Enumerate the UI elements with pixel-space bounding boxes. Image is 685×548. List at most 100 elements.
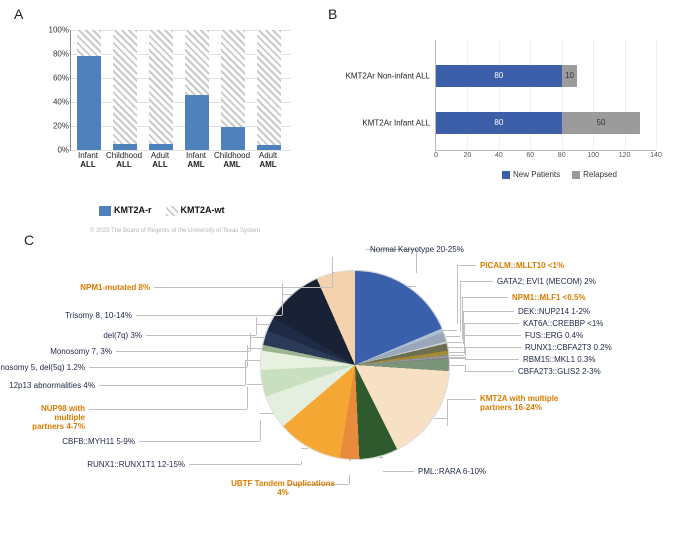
panel-c-leader (463, 311, 514, 312)
panel-a-bar-group (185, 30, 209, 150)
panel-b-seg-relapsed: 50 (562, 112, 641, 134)
panel-c-slice-label: KAT6A::CREBBP <1% (523, 319, 603, 328)
panel-c-leader (116, 351, 250, 352)
panel-c-leader (446, 336, 460, 337)
panel-c-slice-label: Monosomy 5, del(5q) 1.2% (0, 363, 85, 372)
panel-a-ytick: 40% (41, 98, 69, 107)
panel-c-leader (465, 359, 519, 360)
panel-c-leader (89, 367, 247, 368)
panel-c-leader (447, 399, 448, 426)
panel-c-leader (449, 352, 464, 353)
panel-a-footer: © 2023 The Board of Regents of the Unive… (90, 228, 260, 234)
panel-a-gridline (71, 150, 291, 151)
panel-b-xtick: 140 (650, 152, 662, 159)
legend-label: Relapsed (583, 170, 617, 179)
panel-b-xtick: 60 (526, 152, 534, 159)
panel-c-slice-label: UBTF Tandem Duplications4% (213, 480, 353, 498)
panel-a-bar-r (113, 144, 137, 150)
panel-c-slice-label: Trisomy 8, 10-14% (65, 311, 132, 320)
panel-c-slice-label: RUNX1::RUNX1T1 12-15% (87, 460, 185, 469)
panel-a-xlabel: AdultAML (248, 152, 288, 170)
panel-c-leader (256, 324, 270, 325)
panel-a-bar-group (221, 30, 245, 150)
panel-c-slice-label: Monosomy 7, 3% (50, 347, 112, 356)
panel-a-xlabel: AdultALL (140, 152, 180, 170)
panel-c-leader (383, 471, 414, 472)
panel-c-leader (465, 347, 466, 356)
panel-b-seg-relapsed: 10 (562, 65, 578, 87)
panel-b-gridline (656, 40, 657, 150)
panel-c-leader (282, 294, 292, 295)
panel-c-leader (260, 413, 273, 414)
panel-a-bar-wt (113, 30, 137, 150)
panel-a-xlabel: InfantALL (68, 152, 108, 170)
legend-label: KMT2A-wt (181, 205, 225, 215)
panel-c-slice-label: NPM1-mutated 8% (80, 283, 150, 292)
panel-a-ytick: 80% (41, 50, 69, 59)
panel-c-slice-label: del(7q) 3% (103, 331, 142, 340)
panel-c-chart: Normal Karyotype 20-25%PICALM::MLLT10 <1… (20, 235, 665, 535)
panel-c-pie (260, 270, 450, 460)
panel-c-slice-label: GATA2; EVI1 (MECOM) 2% (497, 277, 596, 286)
panel-c-leader (256, 317, 257, 335)
panel-b-xtick: 100 (587, 152, 599, 159)
legend-label: New Patients (513, 170, 560, 179)
panel-c-leader (464, 335, 521, 336)
panel-c-leader (136, 315, 282, 316)
panel-c-slice-label: NPM1::MLF1 <0.5% (512, 293, 586, 302)
panel-a-bar-r (185, 95, 209, 150)
panel-a-bar-group (257, 30, 281, 150)
panel-c-leader (457, 265, 476, 266)
panel-c-slice-label: 12p13 abnormalities 4% (9, 381, 95, 390)
panel-a-legend: KMT2A-rKMT2A-wt (85, 205, 225, 216)
panel-a-ytick: 100% (41, 26, 69, 35)
panel-a-ytick: 60% (41, 74, 69, 83)
panel-c-leader (434, 418, 446, 419)
panel-b-xtick: 80 (558, 152, 566, 159)
legend-swatch (99, 206, 111, 216)
panel-c-leader (460, 281, 493, 282)
panel-b-seg-new: 80 (436, 112, 562, 134)
panel-c-leader (89, 409, 247, 410)
panel-c-slice-label: KMT2A with multiplepartners 16-24% (480, 395, 558, 413)
panel-a-bar-r (77, 56, 101, 150)
panel-c-slice-label: PML::RARA 6-10% (418, 467, 486, 476)
panel-a-ytick: 0% (41, 146, 69, 155)
panel-b-xtick: 20 (464, 152, 472, 159)
panel-c-leader (447, 399, 476, 400)
panel-c-slice-label: CBFA2T3::GLIS2 2-3% (518, 367, 601, 376)
panel-a-bar-group (77, 30, 101, 150)
panel-a-bar-r (149, 144, 173, 150)
panel-c-leader (301, 461, 302, 464)
panel-c-leader (464, 323, 519, 324)
panel-c-leader (447, 342, 462, 343)
panel-a-ytick: 20% (41, 122, 69, 131)
panel-a-bar-wt (149, 30, 173, 150)
panel-c-leader (460, 281, 461, 332)
panel-a-xlabel: InfantAML (176, 152, 216, 170)
panel-c-leader (450, 365, 465, 366)
panel-a-bar-group (113, 30, 137, 150)
panel-b-xtick: 0 (434, 152, 438, 159)
panel-a-bar-r (221, 127, 245, 150)
panel-c-leader (332, 272, 335, 273)
panel-b-chart: 02040608010012014080108050 New PatientsR… (340, 20, 670, 190)
panel-c-leader (462, 297, 508, 298)
legend-swatch (502, 171, 510, 179)
panel-c-slice-label: RUNX1::CBFA2T3 0.2% (525, 343, 612, 352)
panel-c-slice-label: CBFB::MYH11 5-9% (62, 437, 135, 446)
legend-swatch (166, 206, 178, 216)
panel-b-legend: New Patients Relapsed (490, 170, 617, 179)
panel-a-bar-wt (257, 30, 281, 150)
panel-c-leader (408, 286, 416, 287)
panel-c-leader (154, 287, 332, 288)
panel-c-leader (379, 457, 383, 458)
panel-a-xlabel: ChildhoodALL (104, 152, 144, 170)
panel-a-chart: 0%20%40%60%80%100% KMT2A-rKMT2A-wt © 202… (30, 20, 300, 180)
panel-b-label: B (328, 6, 337, 22)
panel-c-leader (450, 358, 465, 359)
panel-c-slice-label: DEK::NUP214 1-2% (518, 307, 590, 316)
panel-c-slice-label: FUS::ERG 0.4% (525, 331, 583, 340)
legend-swatch (572, 171, 580, 179)
panel-a-xlabel: ChildhoodAML (212, 152, 252, 170)
